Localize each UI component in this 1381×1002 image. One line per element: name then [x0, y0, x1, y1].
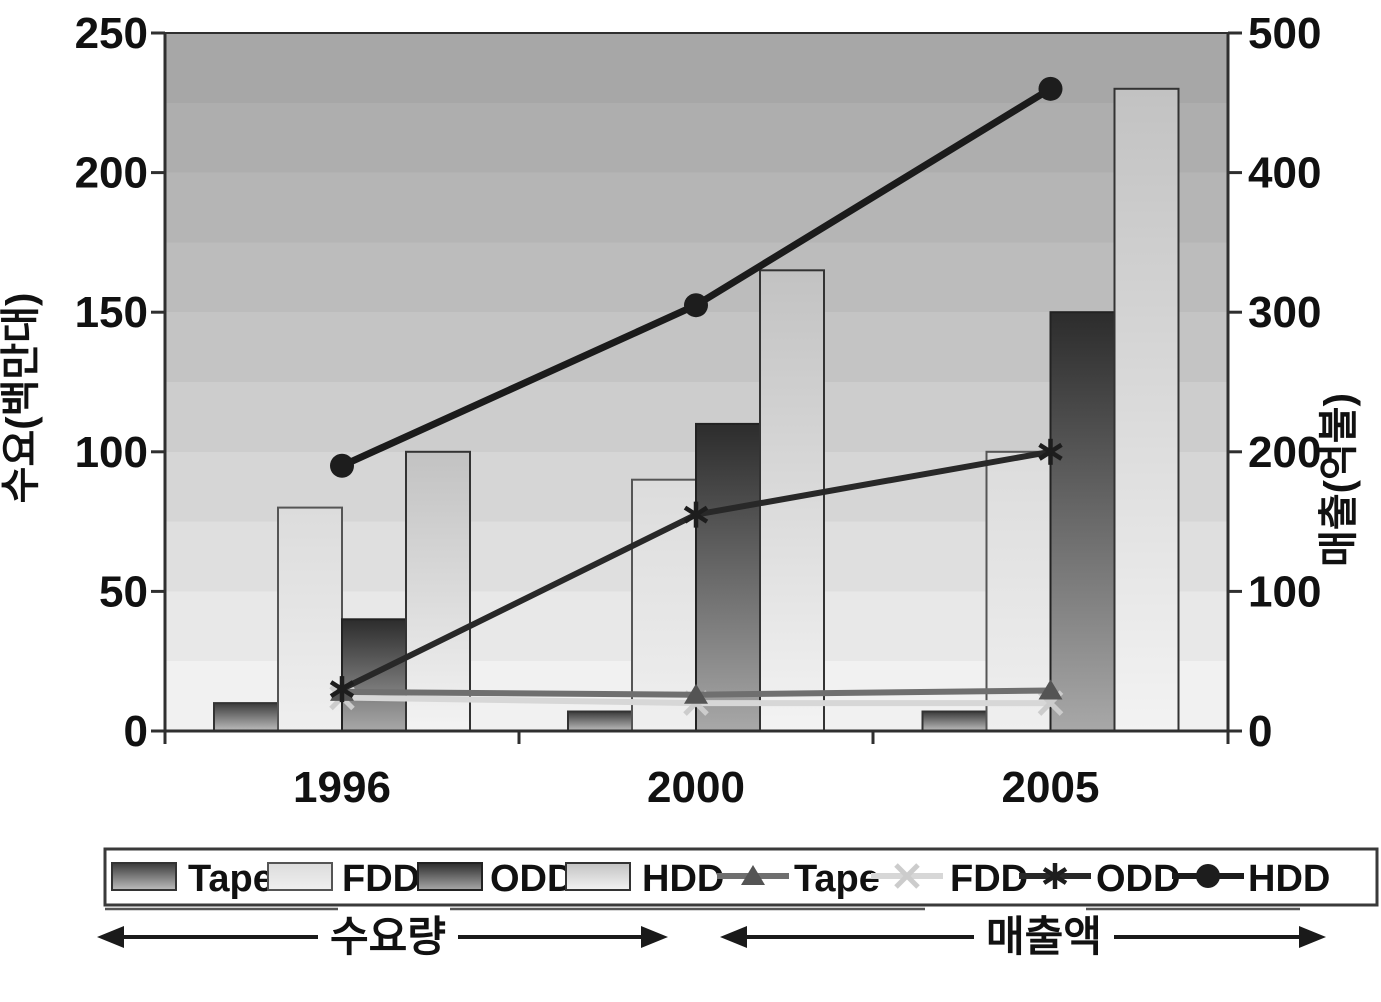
- legend-swatch-odd: [417, 862, 483, 891]
- arrowhead-left-icon: [97, 926, 124, 948]
- legend-item-bar-fdd: FDD: [267, 858, 420, 900]
- x-tick-label: 2000: [647, 763, 745, 812]
- right-tick-label: 200: [1248, 428, 1321, 477]
- legend-item-bar-tape: Tape: [111, 858, 274, 900]
- left-axis-labels: 0 50 100 150 200 250: [75, 9, 148, 756]
- legend-label: ODD: [1096, 858, 1180, 900]
- left-tick-label: 50: [99, 567, 148, 616]
- legend: Tape FDD ODD HDD Tape FDD ODD HDD: [103, 847, 1379, 911]
- x-tick-label: 2005: [1002, 763, 1100, 812]
- axes: [151, 31, 1242, 744]
- legend-swatch-hdd: [565, 862, 631, 891]
- demand-range-arrow: 수요량: [97, 913, 668, 960]
- left-axis-title: 수요(백만대): [0, 293, 43, 504]
- line-odd: [329, 438, 1063, 703]
- bar-tape-2005: [921, 710, 988, 732]
- right-axis-title-text: 매출(억불): [1317, 393, 1361, 567]
- left-tick-label: 100: [75, 428, 148, 477]
- revenue-range-arrow: 매출액: [720, 913, 1326, 960]
- legend-label: FDD: [950, 858, 1028, 900]
- legend-item-line-fdd: FDD: [871, 858, 1028, 900]
- right-tick-label: 500: [1248, 9, 1321, 58]
- legend-item-line-tape: Tape: [717, 858, 880, 900]
- right-tick-label: 300: [1248, 288, 1321, 337]
- legend-item-bar-odd: ODD: [417, 858, 574, 900]
- bar-tape-1996: [213, 702, 279, 732]
- x-tick-label: 1996: [293, 763, 391, 812]
- left-tick-label: 250: [75, 9, 148, 58]
- bars: [213, 87, 1180, 733]
- bar-hdd-2005: [1113, 87, 1180, 733]
- bar-fdd-2005: [985, 450, 1052, 732]
- legend-swatch-tape: [111, 862, 177, 891]
- bar-hdd-1996: [405, 450, 471, 732]
- legend-item-line-hdd: HDD: [1172, 858, 1330, 900]
- legend-label: HDD: [1248, 858, 1330, 900]
- revenue-range-arrow-label: 매출액: [986, 913, 1102, 960]
- arrowhead-right-icon: [641, 926, 668, 948]
- legend-item-line-odd: ODD: [1019, 858, 1180, 900]
- legend-swatch-fdd: [267, 862, 333, 891]
- legend-label: FDD: [342, 858, 420, 900]
- x-axis-labels: 1996 2000 2005: [293, 763, 1099, 812]
- legend-label: HDD: [642, 858, 724, 900]
- arrowhead-right-icon: [1299, 926, 1326, 948]
- demand-range-arrow-label: 수요량: [330, 913, 446, 960]
- left-tick-label: 150: [75, 288, 148, 337]
- legend-item-bar-hdd: HDD: [565, 858, 724, 900]
- right-axis-labels: 0 100 200 300 400 500: [1248, 9, 1321, 756]
- right-tick-label: 400: [1248, 149, 1321, 198]
- legend-label: ODD: [490, 858, 574, 900]
- legend-label: Tape: [188, 858, 274, 900]
- bar-odd-2005: [1049, 311, 1116, 732]
- right-tick-label: 100: [1248, 567, 1321, 616]
- legend-label: Tape: [794, 858, 880, 900]
- arrowhead-left-icon: [720, 926, 747, 948]
- line-hdd: [330, 76, 1063, 478]
- right-tick-label: 0: [1248, 707, 1272, 756]
- left-axis-title-text: 수요(백만대): [0, 293, 43, 504]
- bar-tape-2000: [567, 710, 633, 732]
- left-tick-label: 0: [124, 707, 148, 756]
- right-axis-title: 매출(억불): [1317, 393, 1361, 567]
- left-tick-label: 200: [75, 149, 148, 198]
- bar-odd-2000: [695, 422, 761, 732]
